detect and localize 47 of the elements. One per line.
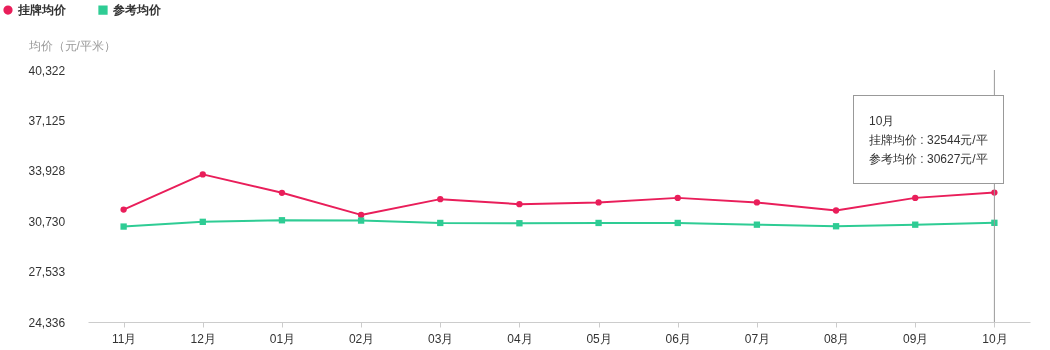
point — [437, 195, 444, 203]
y-axis-title: 均价（元/平米） — [27, 38, 116, 53]
point — [912, 194, 919, 202]
point — [357, 217, 365, 224]
point — [753, 221, 761, 228]
point — [516, 201, 523, 208]
x-tick-label: 04月 — [507, 331, 533, 346]
point — [120, 206, 127, 213]
x-tick-label: 01月 — [269, 331, 296, 346]
point — [674, 194, 681, 202]
x-tick-label: 07月 — [744, 331, 771, 346]
y-tick-label: 30,730 — [28, 214, 66, 229]
x-tick-label: 12月 — [190, 331, 216, 346]
point — [357, 211, 365, 219]
y-tick-label: 27,533 — [28, 265, 66, 280]
point — [278, 217, 286, 224]
x-tick-label: 03月 — [428, 331, 454, 346]
x-tick-label: 11月 — [111, 331, 137, 346]
point — [832, 223, 840, 230]
point — [674, 219, 681, 227]
point — [595, 199, 602, 206]
y-tick-label: 33,928 — [28, 164, 66, 179]
x-tick-label: 08月 — [823, 331, 850, 346]
point — [120, 223, 127, 230]
tooltip-box: 10月 挂牌均价 : 32544元/平 参考均价 : 30627元/平 — [853, 95, 1004, 184]
x-tick-label: 06月 — [665, 331, 691, 346]
point — [278, 189, 286, 196]
legend-label: 挂牌均价 — [17, 3, 67, 18]
point — [595, 219, 602, 227]
x-tick-label: 10月 — [982, 331, 1008, 346]
annotation: 参考均价 : 30627元/平 — [869, 151, 989, 168]
point — [516, 220, 523, 227]
x-tick-label: 09月 — [903, 331, 929, 346]
point — [437, 219, 444, 227]
x-tick-label: 02月 — [348, 331, 375, 346]
x-tick-label: 05月 — [586, 331, 612, 346]
y-tick-label: 40,322 — [28, 63, 66, 78]
y-tick-label: 37,125 — [28, 113, 66, 128]
y-tick-label: 24,336 — [28, 315, 66, 330]
annotation: 挂牌均价 : 32544元/平 — [869, 132, 989, 149]
point — [199, 218, 206, 225]
point — [199, 171, 206, 178]
point — [912, 221, 919, 228]
point — [832, 207, 840, 214]
annotation: 10月 — [869, 113, 896, 130]
legend-label: 参考均价 — [112, 3, 162, 18]
point — [753, 199, 761, 206]
